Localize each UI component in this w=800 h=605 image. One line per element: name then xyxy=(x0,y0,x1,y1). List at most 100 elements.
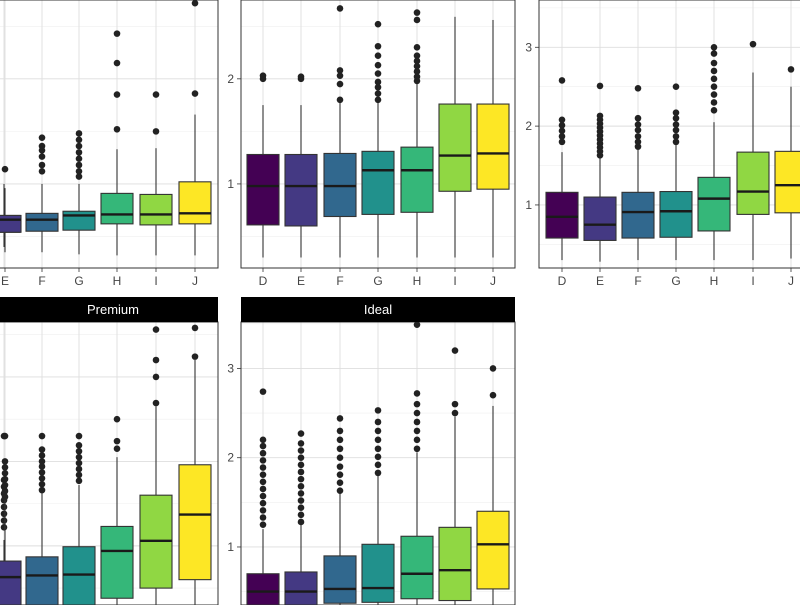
outlier-point xyxy=(0,523,8,531)
x-tick-label: D xyxy=(259,274,268,288)
outlier-point xyxy=(374,78,382,86)
box-body xyxy=(659,190,693,238)
outlier-point xyxy=(297,430,305,437)
outlier-point xyxy=(413,409,421,417)
box-body xyxy=(545,191,579,239)
outlier-point xyxy=(297,447,305,454)
y-tick-label: 3 xyxy=(525,40,532,54)
outlier-point xyxy=(413,68,421,75)
outlier-point xyxy=(297,504,305,511)
y-tick-label: 1 xyxy=(227,177,234,191)
x-tick-label: G xyxy=(373,274,382,288)
box-I xyxy=(438,16,472,258)
outlier-point xyxy=(75,453,83,461)
outlier-point xyxy=(336,487,344,495)
outlier-point xyxy=(1,432,9,440)
outlier-point xyxy=(1,481,9,489)
box-D xyxy=(246,388,280,605)
plot-area xyxy=(0,0,212,256)
outlier-point xyxy=(297,454,305,461)
outlier-point xyxy=(413,436,421,444)
y-tick-label: 2 xyxy=(525,119,532,133)
box-body xyxy=(361,150,395,215)
outlier-point xyxy=(634,143,642,150)
outlier-point xyxy=(75,459,83,467)
outlier-point xyxy=(0,510,8,518)
outlier-point xyxy=(152,326,160,333)
outlier-point xyxy=(374,96,382,104)
outlier-point xyxy=(413,445,421,453)
x-tick-label: F xyxy=(38,274,45,288)
outlier-point xyxy=(558,127,566,135)
outlier-point xyxy=(749,40,757,48)
outlier-point xyxy=(1,165,9,173)
outlier-point xyxy=(297,497,305,504)
box-D xyxy=(246,72,280,258)
outlier-point xyxy=(413,62,421,70)
box-E xyxy=(0,432,22,605)
outlier-point xyxy=(297,468,305,476)
outlier-point xyxy=(75,465,83,473)
outlier-point xyxy=(259,388,267,395)
outlier-point xyxy=(38,480,46,488)
box-body xyxy=(476,103,510,190)
outlier-point xyxy=(297,490,305,497)
x-tick-label: H xyxy=(710,274,719,288)
outlier-point xyxy=(451,400,459,408)
outlier-point xyxy=(38,142,46,150)
box-body xyxy=(284,153,318,227)
box-body xyxy=(178,181,212,225)
panel-1: E F G H I J xyxy=(0,0,219,288)
outlier-point xyxy=(451,347,459,354)
outlier-point xyxy=(0,517,8,524)
x-tick-label: H xyxy=(113,274,122,288)
x-tick-label: G xyxy=(671,274,680,288)
outlier-point xyxy=(787,66,795,73)
outlier-point xyxy=(634,133,642,140)
box-H xyxy=(100,415,134,605)
outlier-point xyxy=(489,391,497,399)
box-H xyxy=(100,30,134,256)
outlier-point xyxy=(336,5,344,12)
box-body xyxy=(476,510,510,590)
outlier-point xyxy=(38,463,46,470)
box-body xyxy=(323,555,357,604)
outlier-point xyxy=(191,0,199,7)
outlier-point xyxy=(336,72,344,79)
box-D xyxy=(545,77,579,261)
outlier-point xyxy=(336,80,344,88)
box-body xyxy=(400,146,434,213)
outlier-point xyxy=(38,458,46,465)
outlier-point xyxy=(634,126,642,134)
outlier-point xyxy=(710,83,718,91)
outlier-point xyxy=(75,149,83,156)
x-tick-label: E xyxy=(1,274,9,288)
outlier-point xyxy=(558,122,566,129)
outlier-point xyxy=(336,415,344,422)
outlier-point xyxy=(297,73,305,81)
outlier-point xyxy=(672,121,680,128)
x-tick-label: J xyxy=(490,274,496,288)
outlier-point xyxy=(259,442,267,450)
box-I xyxy=(736,40,770,261)
outlier-point xyxy=(336,479,344,486)
x-tick-label: E xyxy=(297,274,305,288)
outlier-point xyxy=(297,511,305,519)
outlier-point xyxy=(152,399,160,407)
outlier-point xyxy=(259,471,267,478)
outlier-point xyxy=(413,57,421,65)
outlier-point xyxy=(113,445,121,453)
outlier-point xyxy=(672,109,680,117)
outlier-point xyxy=(297,440,305,447)
x-tick-label: E xyxy=(596,274,604,288)
outlier-point xyxy=(413,9,421,16)
outlier-point xyxy=(1,487,9,495)
box-E xyxy=(284,73,318,258)
outlier-point xyxy=(596,112,604,120)
outlier-point xyxy=(413,322,421,328)
box-body xyxy=(246,573,280,605)
plot-area xyxy=(545,40,800,262)
outlier-point xyxy=(374,445,382,453)
box-body xyxy=(400,535,434,600)
